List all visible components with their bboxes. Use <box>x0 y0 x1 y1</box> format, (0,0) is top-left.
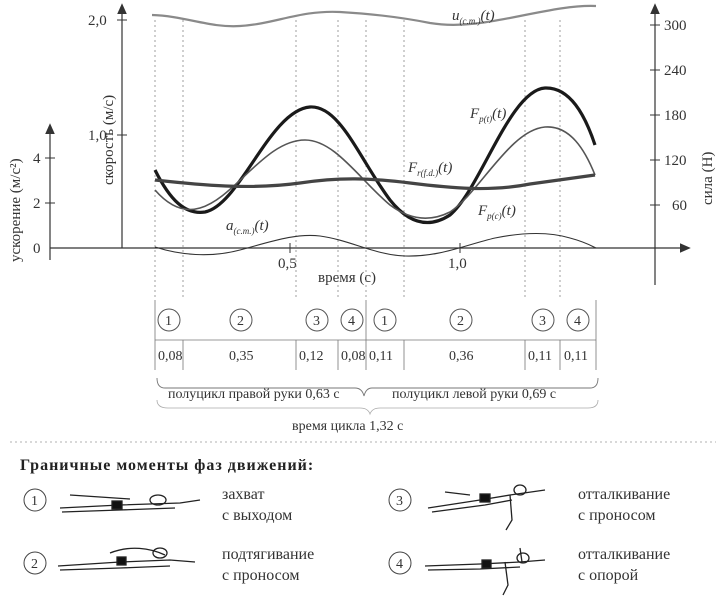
legend-num-circle <box>388 488 412 512</box>
duration: 0,36 <box>449 349 474 364</box>
accel-tick-4: 4 <box>33 151 41 167</box>
cycle-brace <box>156 399 599 416</box>
legend-4-line2: с опорой <box>578 567 639 584</box>
duration: 0,08 <box>341 349 366 364</box>
fp-t-label: Fp(t)(t) <box>469 106 506 124</box>
fp-c-label: Fp(c)(t) <box>477 203 516 221</box>
phase-boundaries <box>154 20 561 300</box>
legend-num-circle <box>23 551 47 575</box>
legend-num-circle <box>388 551 412 575</box>
phase-num: 4 <box>574 314 581 329</box>
left-half-label: полуцикл левой руки 0,69 с <box>392 387 556 402</box>
legend-4-line1: отталкивание <box>578 546 670 563</box>
velocity-tick-1: 1,0 <box>88 128 107 144</box>
force-tick-60: 60 <box>672 198 687 214</box>
phase-number-circles: 1 2 3 4 1 2 3 4 <box>157 308 590 332</box>
a-cm-curve <box>154 233 597 257</box>
phase-durations: 0,08 0,35 0,12 0,08 0,11 0,36 0,11 0,11 <box>158 349 588 364</box>
legend-num-circle <box>23 488 47 512</box>
legend-1-line1: захват <box>222 486 264 503</box>
phase-num: 1 <box>381 314 388 329</box>
velocity-tick-2: 2,0 <box>88 13 107 29</box>
legend-num: 1 <box>31 494 38 509</box>
swimmer-pose-4 <box>424 547 546 596</box>
legend-heading: Граничные моменты фаз движений: <box>20 457 314 474</box>
velocity-ticks: 2,0 1,0 <box>88 13 127 144</box>
a-cm-label: a(c.m.)(t) <box>226 218 269 236</box>
force-tick-120: 120 <box>664 153 687 169</box>
legend-1-line2: с выходом <box>222 507 292 524</box>
phase-num: 4 <box>348 314 355 329</box>
legend-3-line1: отталкивание <box>578 486 670 503</box>
phase-num: 2 <box>457 314 464 329</box>
swimmer-pose-3 <box>427 484 546 531</box>
accel-tick-2: 2 <box>33 196 41 212</box>
duration: 0,12 <box>299 349 324 364</box>
duration: 0,08 <box>158 349 183 364</box>
phase-num: 1 <box>165 314 172 329</box>
duration: 0,11 <box>369 349 393 364</box>
duration: 0,35 <box>229 349 254 364</box>
legend-3-line2: с проносом <box>578 507 656 524</box>
right-half-label: полуцикл правой руки 0,63 с <box>168 387 340 402</box>
u-label: u(c.m.)(t) <box>452 8 495 26</box>
accel-tick-0: 0 <box>33 241 41 257</box>
fp-t-curve <box>153 86 597 225</box>
force-tick-180: 180 <box>664 108 687 124</box>
phase-num: 2 <box>237 314 244 329</box>
phase-num: 3 <box>539 314 546 329</box>
swimmer-pose-1 <box>59 494 201 513</box>
legend-2-line1: подтягивание <box>222 546 314 563</box>
force-tick-240: 240 <box>664 63 687 79</box>
time-tick-05: 0,5 <box>278 256 297 272</box>
accel-axis-label: ускорение (м/с²) <box>8 158 24 262</box>
u-cm-curve <box>151 4 597 28</box>
fp-c-curve <box>154 126 596 219</box>
force-ticks: 300 240 180 120 60 <box>650 18 687 214</box>
phase-row-lines <box>154 300 597 370</box>
accel-ticks: 4 2 0 <box>33 151 55 257</box>
legend-num: 4 <box>396 557 403 572</box>
phase-num: 3 <box>313 314 320 329</box>
swimmer-pose-2 <box>57 547 196 571</box>
duration: 0,11 <box>564 349 588 364</box>
force-tick-300: 300 <box>664 18 687 34</box>
legend-2-line2: с проносом <box>222 567 300 584</box>
half-cycle-brace <box>156 377 599 397</box>
time-ticks: 0,5 1,0 <box>278 243 467 272</box>
fr-fd-curve <box>154 173 596 191</box>
time-axis-label: время (с) <box>318 270 376 286</box>
legend-num: 3 <box>396 494 403 509</box>
fr-fd-label: Fr(f.d.)(t) <box>407 160 452 178</box>
time-tick-10: 1,0 <box>448 256 467 272</box>
legend-num: 2 <box>31 557 38 572</box>
force-axis-label: сила (Н) <box>700 152 716 205</box>
duration: 0,11 <box>528 349 552 364</box>
velocity-axis-label: скорость (м/с) <box>101 95 117 185</box>
cycle-label: время цикла 1,32 с <box>292 419 403 434</box>
